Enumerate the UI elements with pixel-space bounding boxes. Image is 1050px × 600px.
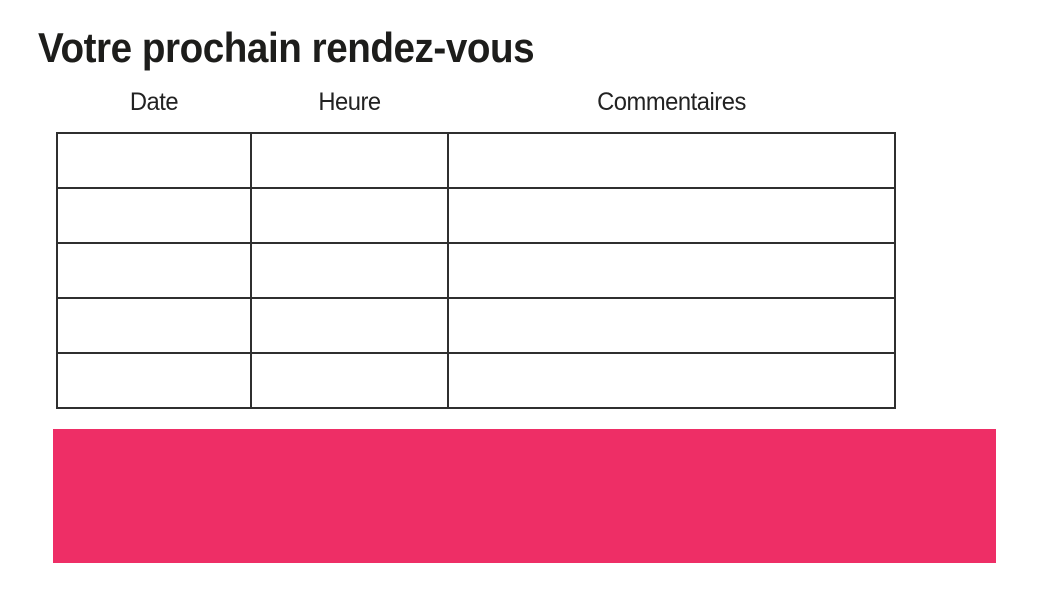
table-row bbox=[56, 297, 896, 354]
table-cell-date bbox=[56, 242, 252, 299]
table-cell-heure bbox=[250, 352, 449, 409]
column-header-commentaires: Commentaires bbox=[597, 88, 746, 116]
appointments-table: Date Heure Commentaires bbox=[56, 88, 896, 409]
table-cell-heure bbox=[250, 132, 449, 189]
table-cell-date bbox=[56, 297, 252, 354]
table-cell-commentaires bbox=[447, 132, 896, 189]
column-header-date: Date bbox=[129, 88, 179, 116]
table-header-row: Date Heure Commentaires bbox=[57, 88, 895, 133]
table-cell-date bbox=[56, 132, 252, 189]
table-row bbox=[56, 352, 896, 409]
page-title: Votre prochain rendez-vous bbox=[38, 24, 535, 71]
table-cell-commentaires bbox=[447, 297, 896, 354]
table-cell-commentaires bbox=[447, 352, 896, 409]
table-cell-commentaires bbox=[447, 242, 896, 299]
column-header-heure: Heure bbox=[318, 88, 381, 116]
table-row bbox=[56, 187, 896, 244]
table-cell-date bbox=[56, 187, 252, 244]
pink-banner bbox=[53, 429, 996, 563]
table-row bbox=[56, 242, 896, 299]
table-row bbox=[56, 132, 896, 189]
table-cell-date bbox=[56, 352, 252, 409]
table-cell-heure bbox=[250, 242, 449, 299]
table-cell-heure bbox=[250, 187, 449, 244]
table-body bbox=[56, 132, 896, 409]
table-cell-commentaires bbox=[447, 187, 896, 244]
table-cell-heure bbox=[250, 297, 449, 354]
